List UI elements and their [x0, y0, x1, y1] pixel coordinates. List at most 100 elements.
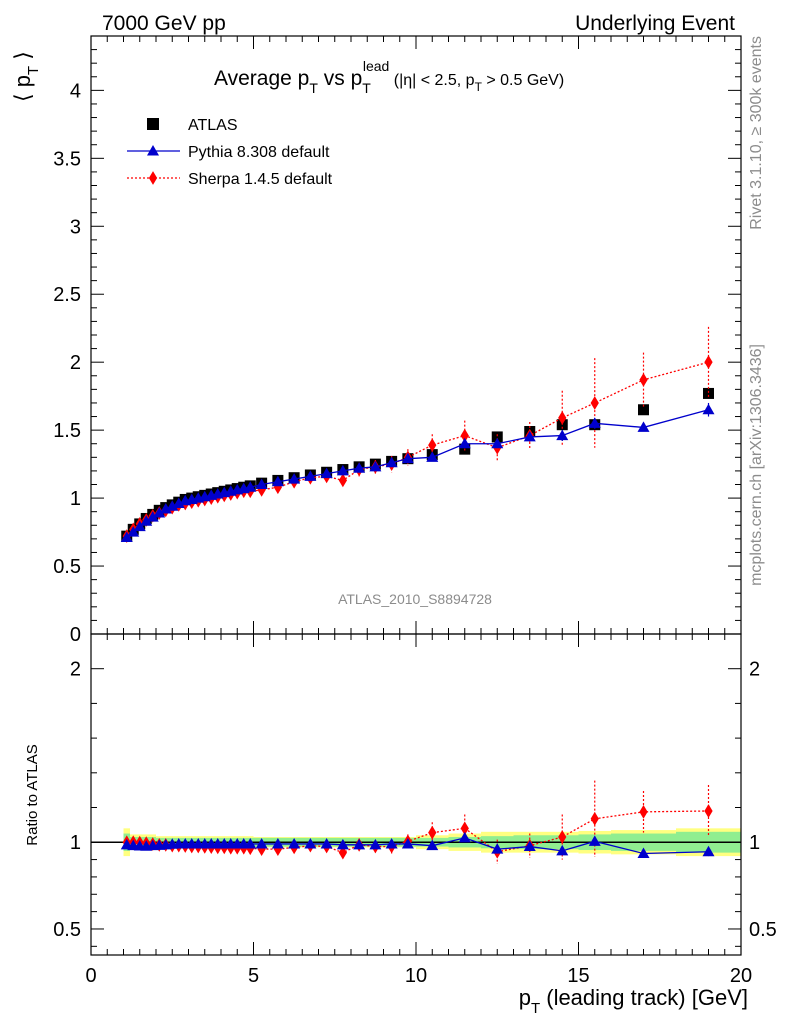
sherpa-point [639, 372, 648, 387]
pythia-ratio-point [426, 839, 439, 851]
pythia-ratio-point [244, 837, 257, 849]
pythia-ratio-point [385, 837, 398, 849]
pythia-point [127, 526, 140, 537]
sherpa-point [428, 438, 437, 452]
pythia-point [385, 456, 398, 468]
pythia-point [271, 475, 284, 487]
legend-marker-pythia [147, 145, 159, 156]
pythia-ratio-point [271, 837, 284, 849]
y-axis-label-ratio: Ratio to ATLAS [24, 744, 41, 845]
x-tick-label: 5 [248, 965, 259, 987]
pythia-point [133, 520, 146, 532]
pythia-point [491, 437, 504, 449]
pythia-ratio-point [702, 845, 715, 857]
y-tick-label: 2 [70, 659, 81, 681]
pythia-point [255, 478, 268, 489]
x-tick-label: 15 [567, 965, 589, 987]
sherpa-point [558, 411, 567, 425]
pythia-ratio-point [401, 837, 414, 849]
pythia-ratio-point [336, 838, 349, 850]
pythia-point [166, 500, 179, 511]
pythia-point [304, 470, 317, 481]
plot-title: Average pT vs pTlead (|η| < 2.5, pT > 0.… [214, 58, 564, 96]
x-tick-label: 20 [730, 965, 752, 987]
x-tick-label: 0 [85, 965, 96, 987]
pythia-point [172, 497, 185, 509]
header-right: Underlying Event [575, 12, 735, 35]
header-left: 7000 GeV pp [102, 12, 226, 35]
sherpa-point [338, 473, 347, 488]
y-tick-label: 2.5 [53, 284, 81, 306]
pythia-point [320, 467, 333, 479]
pythia-ratio-point [523, 840, 536, 852]
ratio-panel: 0 5 10 15 20 0.5 0.5 1 1 2 2 [53, 633, 777, 987]
atlas-point [491, 431, 503, 443]
y-tick-label: 0 [70, 624, 81, 646]
rivet-version-label: Rivet 3.1.10, ≥ 300k events [748, 36, 765, 230]
pythia-point [153, 507, 166, 518]
sherpa-point [460, 428, 469, 443]
pythia-ratio-point [320, 837, 333, 849]
legend-marker-atlas [147, 118, 159, 130]
pythia-line [126, 409, 709, 539]
y-tick-label: 4 [70, 80, 81, 102]
sherpa-ratio-point [639, 804, 648, 819]
atlas-point [638, 404, 649, 416]
sherpa-line [126, 361, 709, 537]
mcplots-reference-label: mcplots.cern.ch [arXiv:1306.3436] [748, 344, 765, 586]
pythia-ratio-point [458, 831, 471, 843]
y-tick-label-right: 2 [749, 659, 760, 681]
pythia-point [146, 511, 159, 522]
pythia-ratio-point [491, 843, 504, 854]
pythia-point [140, 515, 153, 526]
pythia-point [369, 460, 382, 472]
legend-marker-sherpa [148, 171, 158, 185]
y-tick-label: 2 [70, 352, 81, 374]
y-tick-label: 3 [70, 216, 81, 238]
pythia-ratio-point [304, 837, 317, 849]
pythia-point [702, 403, 715, 415]
pythia-ratio-point [369, 838, 382, 850]
x-axis-label: pT (leading track) [GeV] [519, 985, 748, 1017]
sherpa-ratio-point [590, 811, 599, 826]
pythia-point [588, 417, 601, 428]
y-tick-label: 3.5 [53, 148, 81, 170]
y-axis-label-main: ⟨ pT ⟩ [10, 51, 42, 102]
y-tick-label-right: 1 [749, 832, 760, 854]
y-tick-label: 1.5 [53, 420, 81, 442]
legend-label: Sherpa 1.4.5 default [188, 171, 333, 188]
pythia-point [120, 531, 133, 543]
y-tick-label: 1 [70, 488, 81, 510]
atlas-point [703, 387, 714, 399]
legend-label: ATLAS [188, 117, 238, 134]
sherpa-ratio-point [460, 821, 469, 836]
pythia-ratio-point [588, 835, 601, 846]
pythia-ratio-point [255, 837, 268, 849]
sherpa-ratio-point [704, 804, 713, 818]
pythia-point [244, 481, 257, 492]
pythia-point [401, 452, 414, 464]
pythia-point [288, 473, 301, 484]
pythia-ratio-point [288, 837, 301, 849]
pythia-point [336, 464, 349, 476]
analysis-tag: ATLAS_2010_S8894728 [338, 591, 492, 607]
y-tick-label: 0.5 [53, 919, 81, 941]
y-tick-label: 0.5 [53, 556, 81, 578]
y-tick-label: 1 [70, 832, 81, 854]
sherpa-point [590, 396, 599, 410]
pythia-point [159, 502, 172, 514]
pythia-ratio-point [637, 847, 650, 858]
sherpa-ratio-point [428, 825, 437, 840]
pythia-point [353, 462, 366, 473]
ratio-frame [90, 633, 742, 956]
pythia-point [637, 421, 650, 432]
pythia-point [426, 451, 439, 462]
legend-label: Pythia 8.308 default [188, 144, 330, 161]
pythia-ratio-point [353, 838, 366, 850]
pythia-point [458, 437, 471, 449]
x-tick-label: 10 [405, 965, 427, 987]
pythia-point [523, 430, 536, 442]
sherpa-ratio-point [558, 830, 567, 844]
y-tick-label-right: 0.5 [749, 919, 777, 941]
